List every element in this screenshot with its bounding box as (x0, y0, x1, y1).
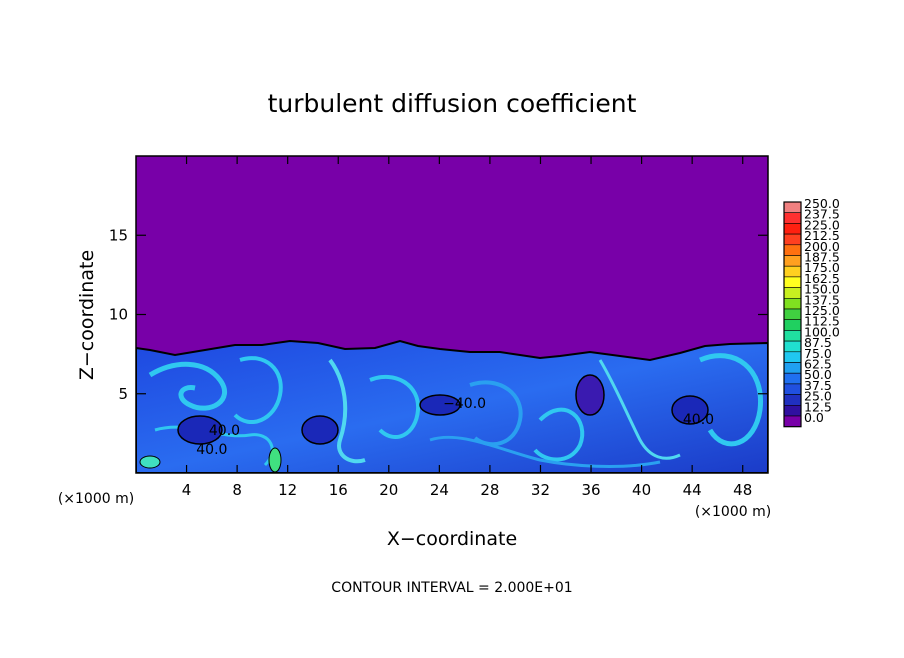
colorbar-label: 187.5 (804, 250, 840, 265)
colorbar-label: 112.5 (804, 314, 840, 329)
contour-interval-note: CONTOUR INTERVAL = 2.000E+01 (331, 580, 572, 596)
colorbar-label: 75.0 (804, 346, 832, 361)
x-tick-label: 36 (581, 481, 600, 499)
colorbar-label: 250.0 (804, 196, 840, 211)
colorbar-swatch (783, 351, 802, 363)
colorbar-frame (783, 201, 802, 428)
colorbar-label: 100.0 (804, 324, 840, 339)
blob-5 (671, 395, 709, 425)
colorbar-label: 12.5 (804, 399, 832, 414)
x-axis-label: X−coordinate (387, 528, 517, 550)
x-tick-label: 44 (683, 481, 702, 499)
colorbar-label: 200.0 (804, 239, 840, 254)
colorbar-swatch (783, 340, 802, 353)
contour-label: 40.0 (196, 442, 227, 458)
colorbar-label: 37.5 (804, 378, 832, 393)
colorbar-label: 212.5 (804, 228, 840, 243)
y-tick-label: 15 (109, 226, 128, 244)
colorbar-swatch (783, 319, 802, 331)
colorbar-swatch (783, 415, 802, 427)
colorbar-label: 62.5 (804, 357, 832, 372)
colorbar-swatch (783, 404, 802, 417)
vortex-8 (598, 359, 681, 460)
colorbar-label: 137.5 (804, 292, 840, 307)
colorbar-swatch (783, 223, 802, 235)
x-tick-label: 48 (733, 481, 752, 499)
blob-3 (419, 394, 461, 416)
colorbar-swatch (783, 394, 802, 406)
vortex-10 (429, 435, 661, 468)
colorbar-label: 87.5 (804, 335, 832, 350)
colorbar-label: 50.0 (804, 367, 832, 382)
x-tick-label: 16 (329, 481, 348, 499)
blob-2 (301, 415, 339, 445)
y-tick-label: 5 (118, 385, 128, 403)
colorbar-label: 162.5 (804, 271, 840, 286)
x-tick-label: 8 (232, 481, 242, 499)
contour-label: −40.0 (443, 396, 486, 412)
contour-label: 40.0 (683, 412, 714, 428)
colorbar-swatch (783, 233, 802, 246)
x-unit-right: (×1000 m) (695, 504, 771, 520)
blob-4 (575, 374, 605, 416)
colorbar-label: 0.0 (804, 410, 824, 425)
vortex-9 (699, 353, 764, 447)
colorbar-label: 150.0 (804, 282, 840, 297)
colorbar-swatch (783, 244, 802, 256)
turbulent-layer (136, 339, 768, 473)
x-tick-label: 24 (430, 481, 449, 499)
colorbar-swatch (783, 372, 802, 385)
vortex-2 (233, 356, 283, 425)
plot-area: 40.040.0−40.040.0 4 8 12 16 20 24 28 32 36 40 44 48… (109, 155, 769, 499)
contour-labels: 40.0 40.0 −40.0 40.0 (196, 396, 714, 458)
colorbar-swatch (783, 362, 802, 374)
y-tick-label: 10 (109, 306, 128, 324)
x-tick-label: 12 (278, 481, 297, 499)
colorbar-swatch (783, 276, 802, 288)
vortex-7 (533, 407, 585, 462)
colorbar-label: 175.0 (804, 260, 840, 275)
colorbar-label: 225.0 (804, 217, 840, 232)
x-axis-ticks: 4 8 12 16 20 24 28 32 36 40 44 48 (182, 156, 752, 499)
colorbar-swatch (783, 308, 802, 320)
x-tick-label: 40 (632, 481, 651, 499)
blob-7 (139, 455, 161, 469)
x-tick-label: 32 (531, 481, 550, 499)
x-unit-left: (×1000 m) (58, 491, 134, 507)
colorbar-swatch (783, 330, 802, 342)
blob-1 (177, 415, 223, 445)
contour-label: 40.0 (209, 423, 240, 439)
colorbar-swatch (783, 212, 802, 224)
blob-6 (268, 447, 282, 473)
colorbar: 250.0237.5225.0212.5200.0187.5175.0162.5… (783, 196, 840, 428)
vortex-1 (148, 361, 228, 411)
colorbar-swatch (783, 287, 802, 299)
vortex-4 (369, 374, 421, 440)
colorbar-label: 125.0 (804, 303, 840, 318)
x-tick-label: 20 (379, 481, 398, 499)
x-tick-label: 4 (182, 481, 192, 499)
colorbar-swatch (783, 297, 802, 310)
chart-title: turbulent diffusion coefficient (268, 89, 637, 118)
y-axis-ticks: 5 10 15 (109, 226, 768, 403)
colorbar-label: 25.0 (804, 389, 832, 404)
vortex-3 (328, 358, 366, 464)
colorbar-swatch (783, 265, 802, 278)
colorbar-swatch (783, 255, 802, 267)
colorbar-swatch (783, 383, 802, 395)
y-axis-label: Z−coordinate (76, 250, 98, 380)
x-tick-label: 28 (480, 481, 499, 499)
colorbar-label: 237.5 (804, 207, 840, 222)
colorbar-swatch (783, 201, 802, 213)
